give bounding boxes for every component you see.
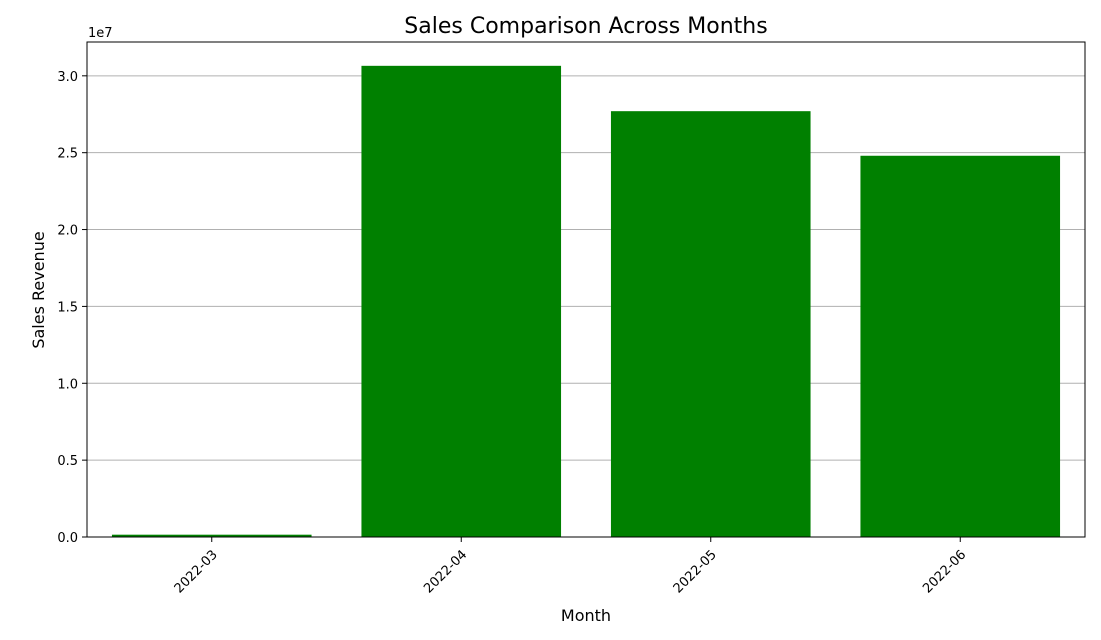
y-axis-ticks: 0.0 0.5 1.0 1.5 2.0 2.5 3.0 [57, 70, 87, 546]
y-tick-label: 0.5 [57, 454, 78, 469]
y-axis-offset-label: 1e7 [88, 26, 113, 41]
x-tick-label: 2022-03 [172, 547, 221, 596]
y-tick-label: 3.0 [57, 70, 78, 85]
bar [111, 534, 312, 537]
bar [361, 65, 562, 537]
chart-title: Sales Comparison Across Months [404, 14, 767, 39]
y-tick-label: 1.0 [57, 377, 78, 392]
y-tick-label: 1.5 [57, 300, 78, 315]
y-tick-label: 2.0 [57, 224, 78, 239]
x-tick-label: 2022-05 [671, 547, 720, 596]
plot-frame [86, 41, 1086, 538]
x-tick-label: 2022-06 [920, 547, 969, 596]
x-axis-label: Month [561, 606, 611, 625]
x-axis-ticks: 2022-03 2022-04 2022-05 2022-06 [172, 537, 969, 596]
y-axis-label: Sales Revenue [29, 231, 48, 348]
bars [111, 65, 1061, 538]
y-tick-label: 0.0 [57, 531, 78, 546]
bar [860, 155, 1061, 538]
x-tick-label: 2022-04 [421, 547, 470, 596]
y-tick-label: 2.5 [57, 147, 78, 162]
bar [610, 111, 811, 538]
